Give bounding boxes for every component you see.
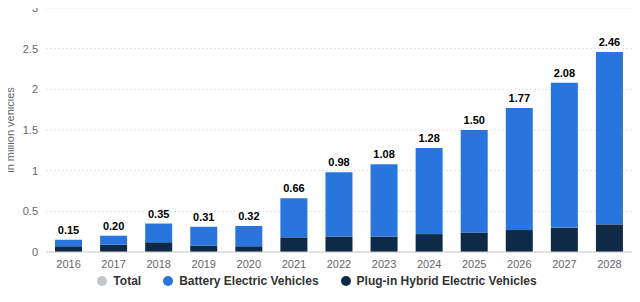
svg-text:2.46: 2.46 <box>599 36 620 48</box>
svg-text:2016: 2016 <box>56 258 80 270</box>
svg-text:2017: 2017 <box>101 258 125 270</box>
html-text:Plug-in Hybrid Electric Vehicl: Plug-in Hybrid Electric Vehicles <box>356 274 537 288</box>
svg-text:2026: 2026 <box>507 258 531 270</box>
svg-text:2018: 2018 <box>146 258 170 270</box>
svg-text:2023: 2023 <box>372 258 396 270</box>
html-text:Battery Electric Vehicles: Battery Electric Vehicles <box>179 274 319 288</box>
svg-text:2025: 2025 <box>462 258 486 270</box>
svg-text:2020: 2020 <box>237 258 261 270</box>
svg-text:1.28: 1.28 <box>418 132 439 144</box>
svg-text:2019: 2019 <box>192 258 216 270</box>
svg-text:0.20: 0.20 <box>103 220 124 232</box>
svg-text:2: 2 <box>32 83 38 95</box>
svg-text:2028: 2028 <box>597 258 621 270</box>
svg-text:0.35: 0.35 <box>148 208 169 220</box>
html-text:Total: Total <box>113 274 142 288</box>
svg-text:0.98: 0.98 <box>328 156 349 168</box>
svg-text:2.5: 2.5 <box>23 43 38 55</box>
svg-text:2.08: 2.08 <box>554 67 575 79</box>
svg-text:0.66: 0.66 <box>283 182 304 194</box>
svg-text:1.77: 1.77 <box>509 92 530 104</box>
svg-text:0.15: 0.15 <box>58 224 79 236</box>
svg-text:2022: 2022 <box>327 258 351 270</box>
svg-text:1.08: 1.08 <box>373 148 394 160</box>
svg-text:2024: 2024 <box>417 258 441 270</box>
svg-text:1.5: 1.5 <box>23 124 38 136</box>
svg-text:in million vehicles: in million vehicles <box>8 87 16 173</box>
svg-text:0: 0 <box>32 246 38 258</box>
svg-text:1.50: 1.50 <box>464 114 485 126</box>
svg-text:3: 3 <box>32 8 38 14</box>
svg-text:2027: 2027 <box>552 258 576 270</box>
svg-text:2021: 2021 <box>282 258 306 270</box>
svg-text:0.5: 0.5 <box>23 205 38 217</box>
svg-text:0.31: 0.31 <box>193 211 214 223</box>
svg-text:0.32: 0.32 <box>238 210 259 222</box>
svg-text:1: 1 <box>32 165 38 177</box>
